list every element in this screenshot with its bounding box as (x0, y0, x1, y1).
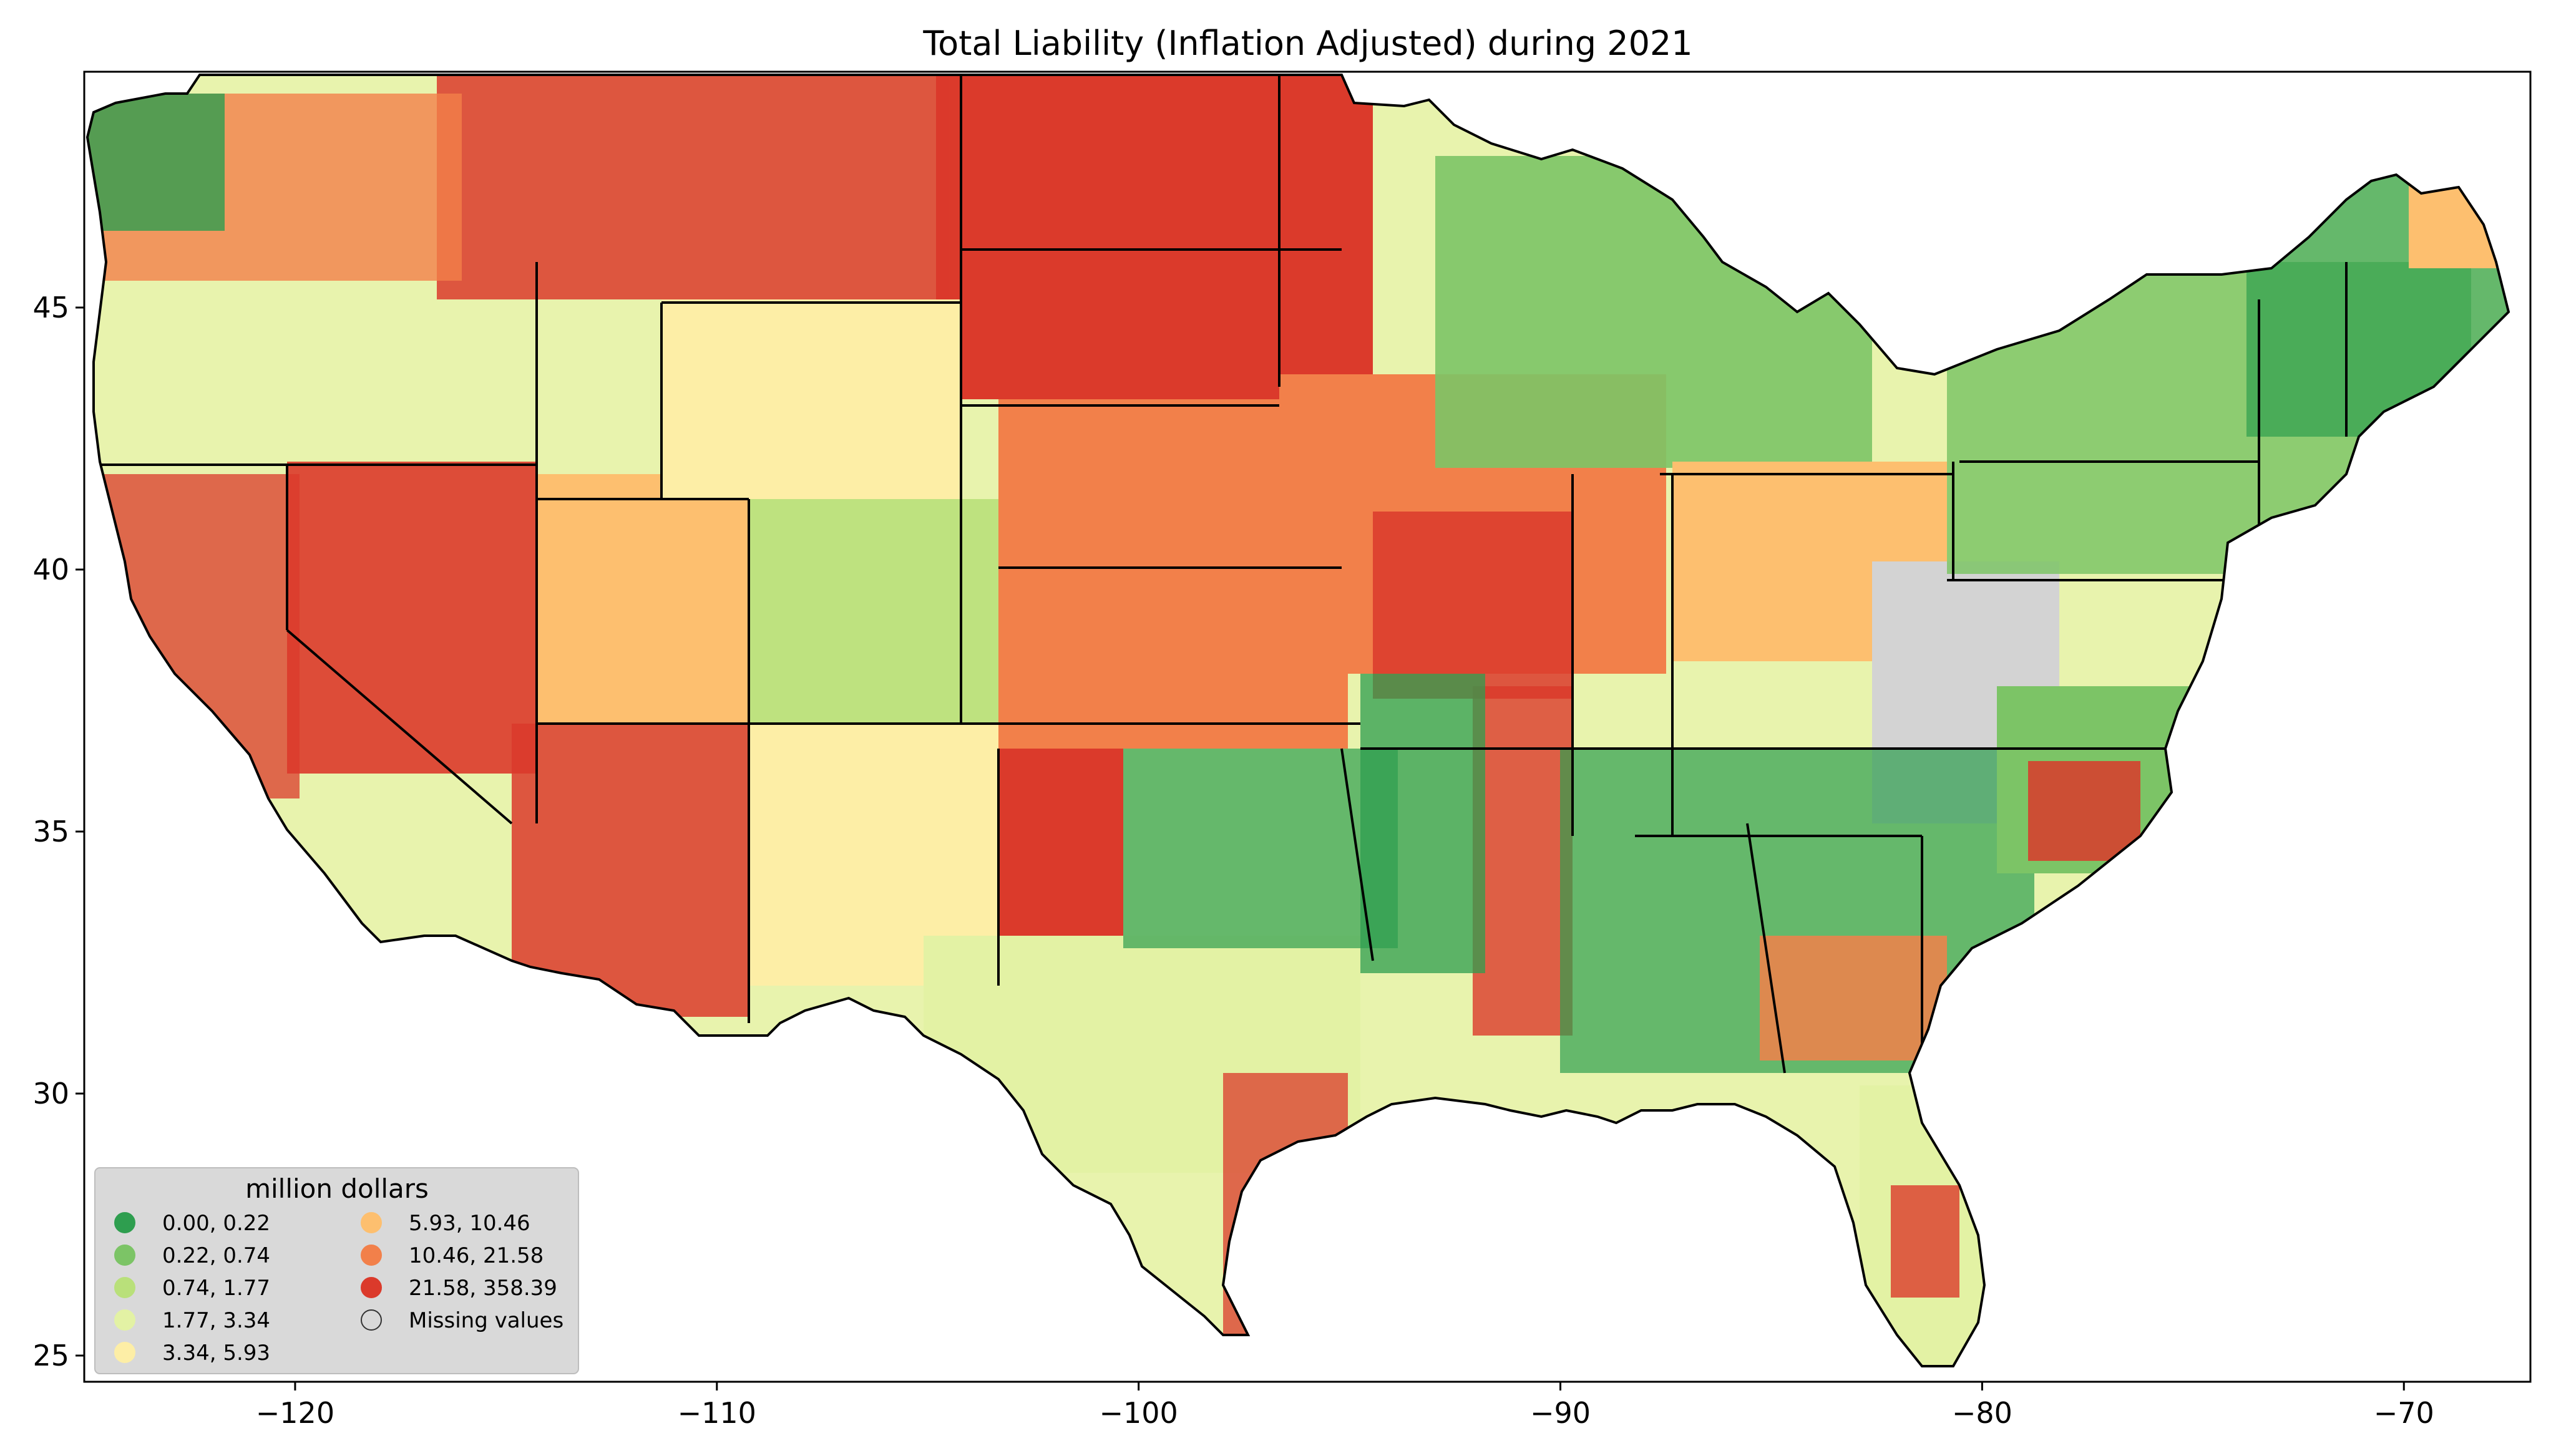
x-tick-label: −80 (1952, 1396, 2012, 1430)
region-georgia-south (1760, 936, 1947, 1060)
legend-box (94, 1167, 579, 1374)
region-midsouth (1360, 674, 1485, 973)
map-land (86, 74, 2510, 1367)
state-boundaries (87, 75, 2348, 1074)
legend-label: 10.46, 21.58 (409, 1243, 544, 1268)
x-tick-label: −110 (678, 1396, 756, 1430)
region-texas-panhandle (998, 749, 1123, 954)
legend-swatch (114, 1342, 135, 1363)
x-tick-label: −90 (1530, 1396, 1591, 1430)
y-tick-label: 25 (32, 1339, 69, 1372)
legend-swatch (114, 1309, 135, 1331)
legend-label: 0.74, 1.77 (162, 1276, 270, 1301)
x-tick-label: −100 (1099, 1396, 1178, 1430)
region-nevada (287, 462, 537, 774)
y-tick-label: 30 (32, 1077, 69, 1110)
region-montana (437, 75, 949, 299)
legend-label: Missing values (409, 1308, 563, 1333)
region-utah (537, 474, 749, 724)
y-tick-label: 40 (32, 553, 69, 586)
y-tick-label: 45 (32, 291, 69, 324)
legend-swatch (361, 1309, 382, 1331)
legend-swatch (361, 1277, 382, 1298)
x-axis: −120 −110 −100 −90 −80 −70 (256, 1382, 2434, 1430)
region-south-florida (1891, 1185, 1959, 1298)
legend-swatch (114, 1277, 135, 1298)
region-wyoming (661, 299, 961, 499)
y-tick-label: 35 (32, 815, 69, 848)
legend: million dollars 0.00, 0.22 0.22, 0.74 0.74… (94, 1167, 579, 1374)
legend-swatch (114, 1212, 135, 1233)
legend-swatch (361, 1245, 382, 1266)
region-colorado (749, 499, 998, 724)
legend-swatch (114, 1245, 135, 1266)
x-tick-label: −70 (2374, 1396, 2434, 1430)
legend-label: 5.93, 10.46 (409, 1211, 530, 1236)
legend-label: 0.00, 0.22 (162, 1211, 270, 1236)
legend-label: 0.22, 0.74 (162, 1243, 270, 1268)
region-northern-plains (936, 75, 1373, 399)
y-axis: 45 40 35 30 25 (32, 291, 84, 1372)
region-mississippi-delta (1473, 686, 1573, 1036)
map-title: Total Liability (Inflation Adjusted) dur… (922, 24, 1692, 63)
region-eastern-nc (2028, 761, 2140, 861)
legend-label: 3.34, 5.93 (162, 1341, 270, 1366)
region-washington-coast (87, 94, 225, 231)
legend-label: 21.58, 358.39 (409, 1276, 557, 1301)
legend-swatch (361, 1212, 382, 1233)
x-tick-label: −120 (256, 1396, 334, 1430)
region-illinois-missouri (1373, 512, 1573, 699)
legend-label: 1.77, 3.34 (162, 1308, 270, 1333)
region-east-texas (1123, 749, 1398, 948)
legend-title: million dollars (245, 1173, 429, 1204)
region-arizona (512, 724, 749, 1017)
